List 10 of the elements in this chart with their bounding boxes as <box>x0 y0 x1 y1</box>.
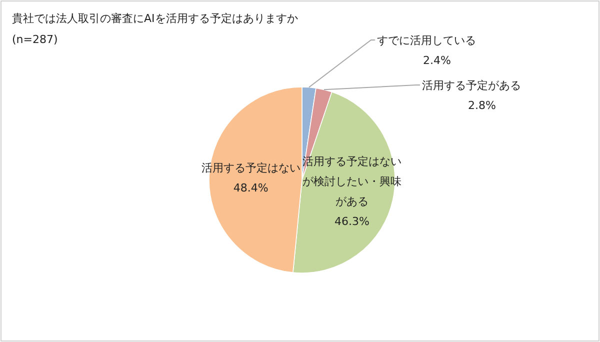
slice-label: 活用する予定がある <box>422 79 521 92</box>
chart-title: 貴社では法人取引の審査にAIを活用する予定はありますか <box>12 12 298 25</box>
slice-label: すでに活用している <box>377 34 476 47</box>
data-label: 2.8% <box>468 99 496 112</box>
data-label: 48.4% <box>233 182 268 195</box>
text: (n=287) <box>12 33 58 46</box>
slice-label: 活用する予定はないが検討したい・興味がある <box>302 154 402 208</box>
data-label: 2.4% <box>423 54 451 67</box>
data-label: 46.3% <box>334 214 370 228</box>
slice-label: 活用する予定はない <box>201 162 300 175</box>
